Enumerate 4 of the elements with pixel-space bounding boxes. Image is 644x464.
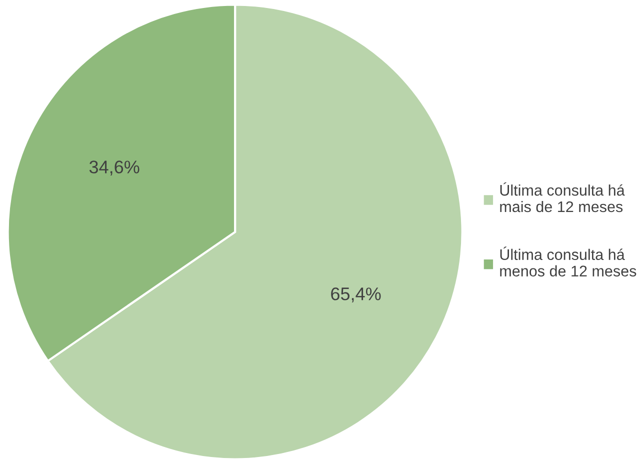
data-label: 34,6% (89, 160, 140, 176)
data-label: 65,4% (331, 287, 381, 302)
legend-label: Última consulta há menos de 12 meses (500, 246, 636, 276)
legend-label: Última consulta há mais de 12 meses (500, 182, 625, 212)
